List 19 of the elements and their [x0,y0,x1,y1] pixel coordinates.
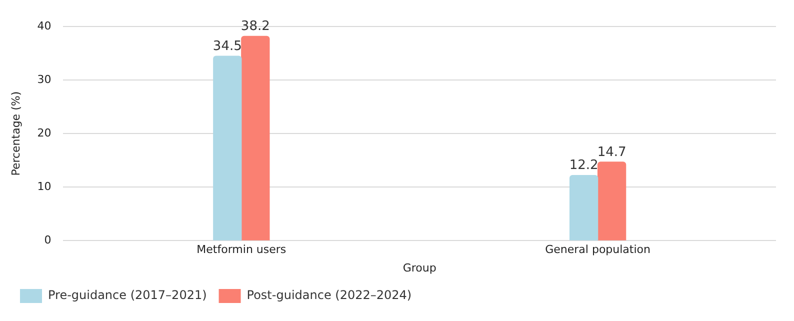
data-label: 38.2 [240,19,270,34]
data-label: 12.2 [569,158,598,174]
x-axis-title: Group [402,261,436,274]
y-tick-label: 30 [37,72,52,86]
y-tick-label: 20 [37,126,52,140]
y-tick-label: 10 [37,180,52,193]
bar [569,175,598,240]
bar [213,56,242,240]
x-tick-label: Metformin users [196,243,286,256]
legend-label: Post-guidance (2022–2024) [246,288,412,302]
bar [241,36,270,240]
y-tick-label: 0 [44,233,52,246]
x-tick-label: General population [545,243,651,256]
legend-label: Pre-guidance (2017–2021) [48,288,207,302]
data-label: 34.5 [212,38,242,54]
data-label: 14.7 [597,144,626,160]
bar [597,162,626,240]
y-tick-label: 40 [37,19,52,32]
y-axis-title: Percentage (%) [9,91,22,176]
